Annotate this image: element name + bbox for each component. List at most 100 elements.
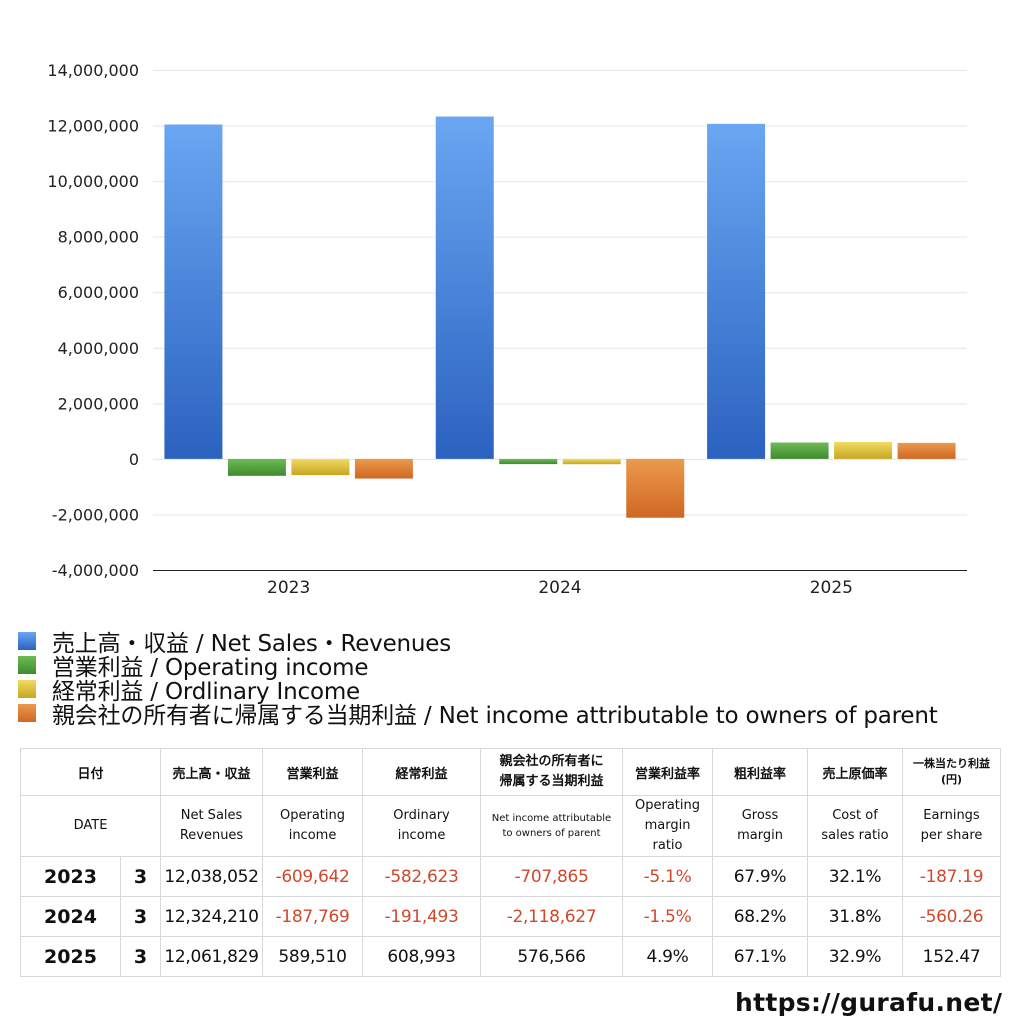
header-net-en-line2: to owners of parent (502, 828, 601, 839)
cell-net: -2,118,627 (480, 896, 624, 937)
header-gross-en-line1: Gross (741, 808, 779, 823)
x-axis-ticks: 2023 2024 2025 (267, 578, 853, 598)
cell-month: 3 (119, 856, 162, 897)
header-gross-en: Gross margin (712, 795, 809, 857)
cell-op-margin: 4.9% (622, 936, 714, 977)
bar-2024-series-1 (435, 116, 494, 459)
header-eps-en-line2: per share (920, 828, 983, 843)
y-tick-label: -2,000,000 (52, 505, 139, 524)
legend-label: 経常利益 / Ordlinary Income (52, 679, 360, 705)
cell-cost: 31.8% (807, 896, 904, 937)
cell-year: 2024 (20, 896, 121, 937)
cell-month: 3 (119, 896, 162, 937)
legend-item-net-sales: 売上高・収益 / Net Sales・Revenues (18, 629, 1018, 657)
legend-swatch (18, 704, 36, 722)
header-sales-en-line2: Revenues (179, 828, 244, 843)
cell-op-margin: -5.1% (622, 856, 714, 897)
cell-ordinary: -582,623 (362, 856, 482, 897)
cell-month: 3 (119, 936, 162, 977)
legend-label: 営業利益 / Operating income (52, 655, 369, 681)
header-ordinary-en: Ordinary income (362, 795, 482, 857)
cell-gross: 67.9% (712, 856, 809, 897)
legend-swatch (18, 632, 36, 650)
cell-operating: -609,642 (262, 856, 364, 897)
cell-net: -707,865 (480, 856, 624, 897)
header-ordinary-jp: 経常利益 (362, 748, 482, 796)
cell-ordinary: 608,993 (362, 936, 482, 977)
table-header-en: DATE Net Sales Revenues Operating income… (19, 795, 1002, 857)
header-op-margin-en-line1: Operating (635, 798, 701, 813)
table-row: 2024 3 12,324,210 -187,769 -191,493 -2,118,62… (20, 896, 1002, 937)
site-url: https://gurafu.net/ (735, 988, 1003, 1017)
header-date-en: DATE (19, 795, 162, 857)
cell-operating: -187,769 (262, 896, 364, 937)
cell-operating: 589,510 (262, 936, 364, 977)
bar-2023-series-1 (164, 124, 223, 459)
bar-2023-series-4 (354, 458, 413, 479)
bar-2024-series-2 (499, 458, 558, 465)
cell-gross: 67.1% (712, 936, 809, 977)
table-row: 2025 3 12,061,829 589,510 608,993 576,566 4.9%… (20, 936, 1002, 977)
header-date-jp: 日付 (19, 748, 162, 796)
cell-sales: 12,061,829 (160, 936, 264, 977)
bar-2023-series-3 (291, 458, 350, 476)
header-ordinary-en-line2: income (397, 828, 446, 843)
y-axis-ticks: 14,000,000 12,000,000 10,000,000 8,000,000 6… (47, 61, 139, 580)
bar-2024-series-3 (562, 458, 621, 465)
header-cost-jp: 売上原価率 (807, 748, 904, 796)
cell-net: 576,566 (480, 936, 624, 977)
bar-2025-series-3 (834, 441, 893, 459)
cell-op-margin: -1.5% (622, 896, 714, 937)
header-net-en: Net income attributable to owners of par… (480, 795, 624, 857)
cell-gross: 68.2% (712, 896, 809, 937)
legend: 売上高・収益 / Net Sales・Revenues 営業利益 / Opera… (18, 629, 1018, 729)
y-tick-label: 0 (129, 450, 139, 469)
header-sales-en-line1: Net Sales (180, 808, 243, 823)
header-gross-en-line2: margin (737, 828, 783, 843)
bar-2023-series-2 (227, 458, 286, 476)
y-tick-label: 14,000,000 (47, 61, 139, 80)
legend-item-net-income: 親会社の所有者に帰属する当期利益 / Net income attributab… (18, 701, 1018, 729)
header-ordinary-en-line1: Ordinary (393, 808, 450, 823)
x-tick-label: 2023 (267, 578, 310, 598)
legend-item-ordinary-income: 経常利益 / Ordlinary Income (18, 677, 1018, 705)
y-tick-label: 12,000,000 (47, 117, 139, 136)
legend-swatch (18, 680, 36, 698)
header-eps-jp-line1: 一株当たり利益 (913, 757, 991, 770)
y-tick-label: -4,000,000 (52, 561, 139, 580)
header-operating-jp: 営業利益 (262, 748, 364, 796)
cell-cost: 32.1% (807, 856, 904, 897)
gridlines (153, 70, 967, 516)
table-row: 2023 3 12,038,052 -609,642 -582,623 -707,865-… (20, 856, 1002, 897)
x-tick-label: 2024 (538, 578, 581, 598)
header-cost-en: Cost of sales ratio (807, 795, 904, 857)
header-eps-en-line1: Earnings (923, 808, 980, 823)
cell-ordinary: -191,493 (362, 896, 482, 937)
cell-year: 2023 (20, 856, 121, 897)
table-header-jp: 日付 売上高・収益 営業利益 経常利益 親会社の所有者に 帰属する当期利益 営業… (19, 748, 1002, 796)
header-op-margin-jp: 営業利益率 (622, 748, 714, 796)
legend-swatch (18, 656, 36, 674)
header-op-margin-en: Operating margin ratio (622, 795, 714, 857)
header-cost-en-line1: Cost of (832, 808, 878, 823)
header-net-jp-line2: 帰属する当期利益 (499, 774, 604, 789)
y-tick-label: 4,000,000 (58, 339, 139, 358)
table-body: 2023 3 12,038,052 -609,642 -582,623 -707,865-… (20, 856, 1002, 977)
header-op-margin-en-line3: ratio (652, 838, 683, 853)
header-cost-en-line2: sales ratio (821, 828, 889, 843)
header-operating-en-line1: Operating (280, 808, 346, 823)
cell-eps: -560.26 (902, 896, 1002, 937)
bar-chart: 14,000,000 12,000,000 10,000,000 8,000,000 6… (47, 61, 967, 598)
cell-eps: 152.47 (902, 936, 1002, 977)
bar-2025-series-4 (897, 442, 956, 459)
header-sales-jp: 売上高・収益 (160, 748, 264, 796)
header-operating-en: Operating income (262, 795, 364, 857)
legend-label: 売上高・収益 / Net Sales・Revenues (52, 631, 452, 657)
cell-sales: 12,038,052 (160, 856, 264, 897)
cell-sales: 12,324,210 (160, 896, 264, 937)
y-tick-label: 10,000,000 (47, 172, 139, 191)
header-eps-en: Earnings per share (902, 795, 1002, 857)
header-net-jp: 親会社の所有者に 帰属する当期利益 (480, 748, 624, 796)
y-tick-label: 2,000,000 (58, 394, 139, 413)
header-net-en-line1: Net income attributable (491, 813, 612, 824)
